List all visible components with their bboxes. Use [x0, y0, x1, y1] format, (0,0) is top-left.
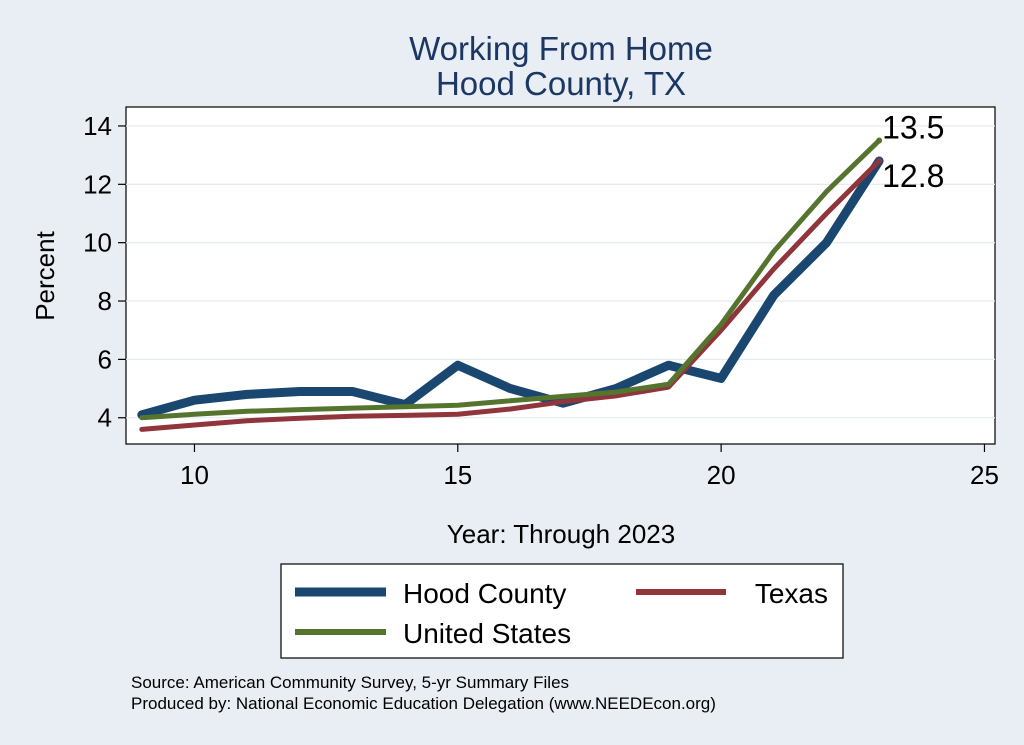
plot-area: [125, 106, 996, 445]
y-axis-label: Percent: [30, 230, 60, 320]
grid-lines: [126, 125, 995, 419]
y-tick-label: 6: [98, 344, 112, 374]
end-value-label: 12.8: [882, 158, 944, 194]
series-lines: [137, 138, 884, 432]
axes: 4 6 8 10 12 14 10 15 20 25: [83, 111, 999, 490]
legend-box: [280, 563, 844, 659]
end-value-label: 13.5: [882, 110, 944, 146]
legend-label-united-states: United States: [403, 618, 571, 649]
y-tick-label: 14: [83, 111, 112, 141]
y-tick-label: 8: [98, 286, 112, 316]
x-tick-label: 25: [970, 460, 999, 490]
legend-label-hood-county: Hood County: [403, 578, 566, 609]
series-line-hood-county: [137, 156, 884, 420]
x-axis-label: Year: Through 2023: [447, 519, 675, 549]
end-labels: 13.5 12.8: [876, 110, 944, 194]
chart-title-line-2: Hood County, TX: [436, 65, 686, 102]
y-tick-label: 12: [83, 169, 112, 199]
x-tick-label: 20: [707, 460, 736, 490]
source-note: Source: American Community Survey, 5-yr …: [131, 673, 569, 692]
legend: Hood County Texas United States: [280, 563, 844, 659]
y-tick-label: 4: [98, 403, 112, 433]
y-tick-label: 10: [83, 228, 112, 258]
series-line-texas: [139, 158, 882, 432]
series-line-united-states: [139, 138, 882, 421]
legend-label-texas: Texas: [755, 578, 828, 609]
produced-by-note: Produced by: National Economic Education…: [131, 694, 716, 713]
end-point-texas: [876, 157, 883, 164]
chart-title-line-1: Working From Home: [409, 30, 713, 67]
x-tick-label: 15: [443, 460, 472, 490]
end-point-united-states: [876, 137, 883, 144]
x-tick-label: 10: [180, 460, 209, 490]
